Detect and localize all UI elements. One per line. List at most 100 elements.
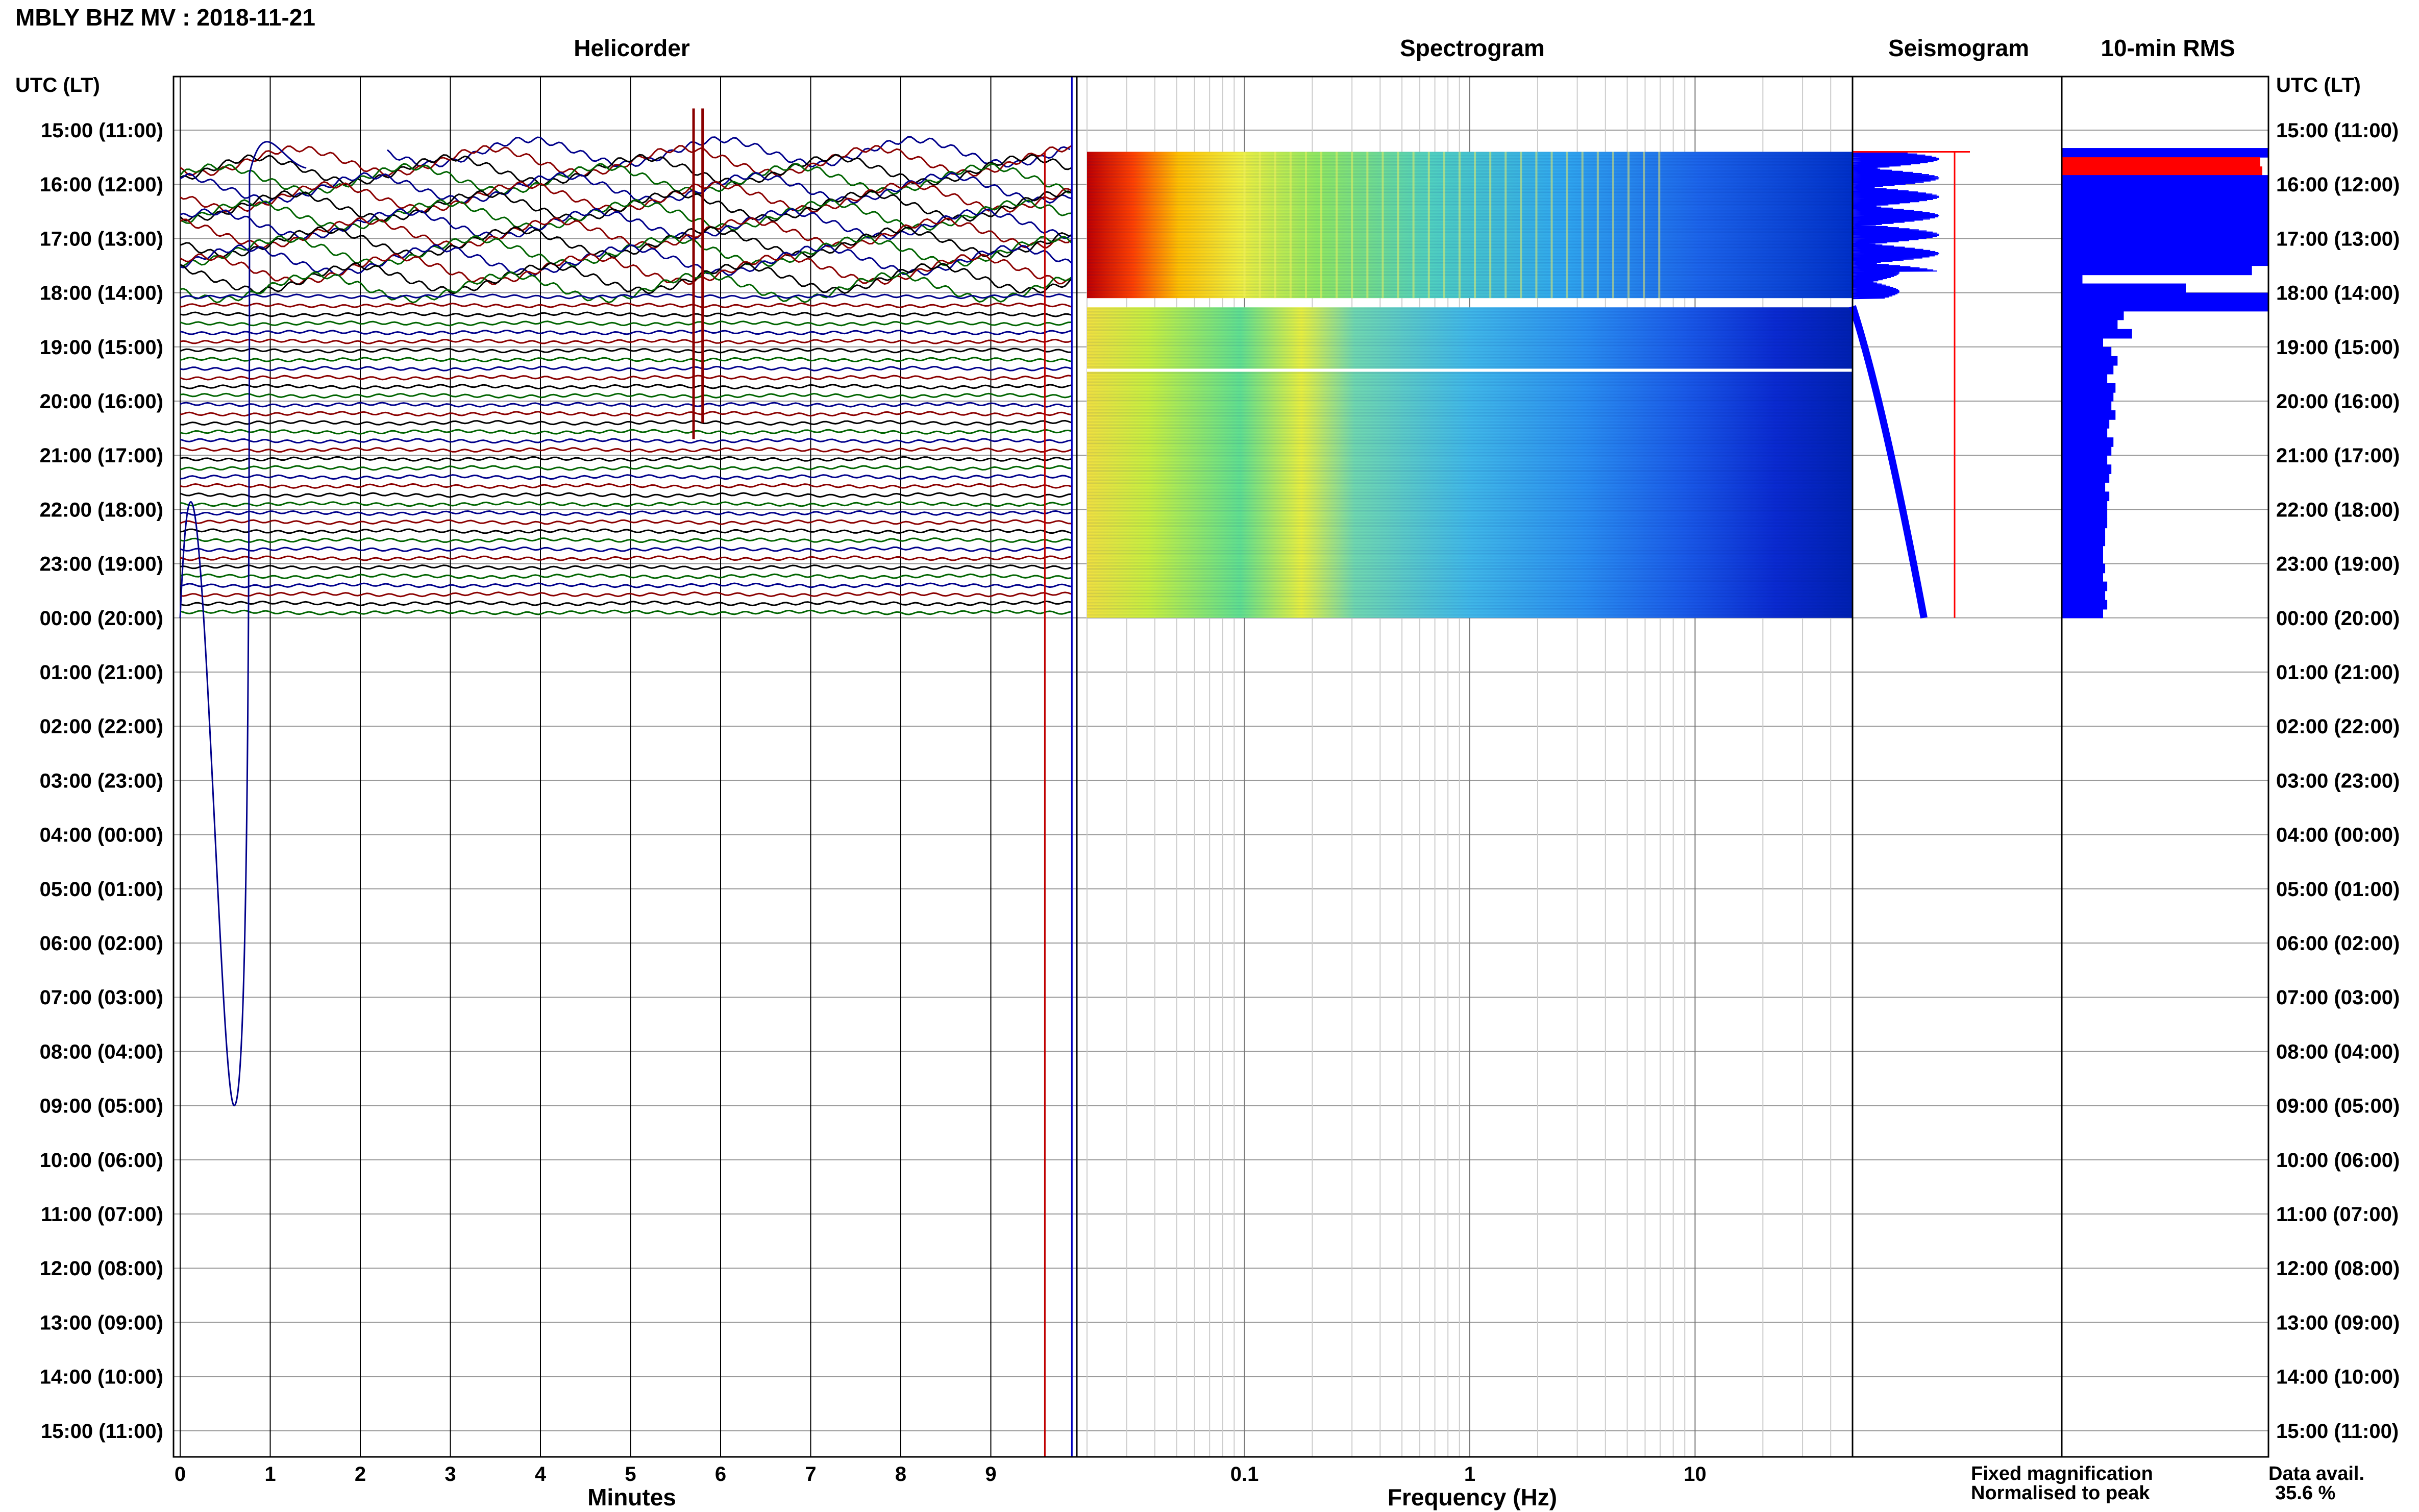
minute-tick-label: 1: [264, 1463, 276, 1485]
helicorder-trace: [180, 154, 1072, 186]
spectrogram-row-texture: [1087, 384, 1853, 386]
spectrogram-row-texture: [1087, 231, 1853, 233]
spectrogram-row-texture: [1087, 605, 1853, 607]
helicorder-trace: [180, 492, 1072, 498]
rms-bar: [2062, 247, 2268, 258]
rms-title: 10-min RMS: [2101, 35, 2235, 61]
helicorder-trace: [180, 235, 1072, 267]
rms-bar: [2062, 608, 2103, 618]
rms-bar: [2062, 446, 2112, 456]
spectrogram-row-texture: [1087, 378, 1853, 380]
rms-bar: [2062, 220, 2268, 231]
rms-bar: [2062, 500, 2108, 510]
spectrogram-row-texture: [1087, 197, 1853, 200]
helicorder-trace: [180, 145, 1072, 177]
spectrogram-row-texture: [1087, 559, 1853, 561]
spectrogram-row-texture: [1087, 501, 1853, 503]
spectrogram-quiet-band: [1087, 307, 1853, 618]
spectrogram-row-texture: [1087, 393, 1853, 395]
spectrogram-row-texture: [1087, 421, 1853, 423]
helicorder-trace: [180, 329, 1072, 336]
spectrogram-row-texture: [1087, 568, 1853, 570]
spectrogram-row-texture: [1087, 323, 1853, 325]
spectrogram-row-texture: [1087, 519, 1853, 521]
rms-bar: [2062, 546, 2103, 556]
helicorder-trace: [180, 357, 1072, 363]
hour-label-left: 19:00 (15:00): [40, 336, 163, 359]
spectrogram-row-texture: [1087, 522, 1853, 524]
helicorder-trace: [180, 253, 1072, 285]
spectrogram-row-texture: [1087, 207, 1853, 209]
helicorder-traces: [179, 77, 1073, 1457]
hour-label-left: 02:00 (22:00): [40, 715, 163, 738]
spectrogram-row-texture: [1087, 482, 1853, 484]
rms-bar: [2062, 573, 2103, 583]
hour-label-right: 22:00 (18:00): [2276, 499, 2400, 521]
spectrogram-row-texture: [1087, 341, 1853, 343]
rms-bar: [2062, 229, 2268, 239]
spectrogram-row-texture: [1087, 400, 1853, 402]
legend-normalised-to-peak: Normalised to peak: [1971, 1482, 2150, 1504]
hour-label-right: 10:00 (06:00): [2276, 1149, 2400, 1172]
spectrogram-row-texture: [1087, 406, 1853, 408]
spectrogram-row-texture: [1087, 461, 1853, 463]
spectrogram-row-texture: [1087, 424, 1853, 426]
helicorder-trace: [180, 217, 1072, 250]
spectrogram-row-texture: [1087, 537, 1853, 539]
spectrogram-row-texture: [1087, 449, 1853, 451]
hour-label-left: 06:00 (02:00): [40, 932, 163, 955]
spectrogram-row-texture: [1087, 580, 1853, 582]
spectrogram-row-texture: [1087, 556, 1853, 558]
spectrogram-row-texture: [1087, 562, 1853, 564]
helicorder-trace: [179, 163, 1072, 195]
data-avail-value: 35.6 %: [2275, 1482, 2335, 1504]
rms-bar: [2062, 374, 2108, 384]
rms-bar: [2062, 554, 2103, 564]
spectrogram-row-texture: [1087, 173, 1853, 175]
helicorder-trace: [180, 208, 1072, 240]
hour-label-left: 20:00 (16:00): [40, 390, 163, 413]
spectrogram-row-texture: [1087, 510, 1853, 512]
spectrogram-row-texture: [1087, 158, 1853, 160]
spectrogram-row-texture: [1087, 170, 1853, 172]
hour-label-left: 17:00 (13:00): [40, 228, 163, 250]
rms-bar: [2062, 166, 2262, 176]
helicorder-trace: [180, 262, 1072, 294]
hour-label-right: 05:00 (01:00): [2276, 878, 2400, 901]
rms-bar: [2062, 148, 2268, 158]
spectrogram-row-texture: [1087, 504, 1853, 506]
helicorder-title: Helicorder: [574, 35, 690, 61]
seismogram-drift: [1849, 305, 1928, 619]
spectrogram-row-texture: [1087, 204, 1853, 206]
rms-bar: [2062, 310, 2124, 320]
spectrogram-row-texture: [1087, 240, 1853, 242]
minute-tick-label: 9: [985, 1463, 996, 1485]
hour-label-right: 14:00 (10:00): [2276, 1366, 2400, 1389]
helicorder-trace: [180, 573, 1072, 580]
spectrogram-row-texture: [1087, 415, 1853, 417]
helicorder-trace: [180, 311, 1072, 317]
spectrogram-row-texture: [1087, 442, 1853, 444]
rms-bar: [2062, 202, 2268, 212]
spectrogram-row-texture: [1087, 283, 1853, 285]
spectrogram-row-texture: [1087, 295, 1853, 298]
helicorder-trace: [180, 456, 1072, 462]
hour-label-right: 04:00 (00:00): [2276, 824, 2400, 847]
spectrogram-row-texture: [1087, 445, 1853, 448]
spectrogram-row-texture: [1087, 332, 1853, 334]
frequency-tick-label: 1: [1464, 1463, 1475, 1485]
spectrogram-row-texture: [1087, 268, 1853, 270]
spectrogram-row-texture: [1087, 455, 1853, 457]
rms-bar: [2062, 329, 2132, 339]
rms-bar: [2062, 464, 2112, 474]
hour-label-right: 08:00 (04:00): [2276, 1040, 2400, 1063]
spectrogram-row-texture: [1087, 216, 1853, 218]
minute-tick-label: 7: [805, 1463, 816, 1485]
spectrogram-row-texture: [1087, 314, 1853, 316]
helicorder-trace: [180, 501, 1072, 507]
spectrogram-row-texture: [1087, 185, 1853, 187]
spectrogram-row-texture: [1087, 344, 1853, 346]
spectrogram-row-texture: [1087, 375, 1853, 377]
rms-bar: [2062, 283, 2186, 293]
